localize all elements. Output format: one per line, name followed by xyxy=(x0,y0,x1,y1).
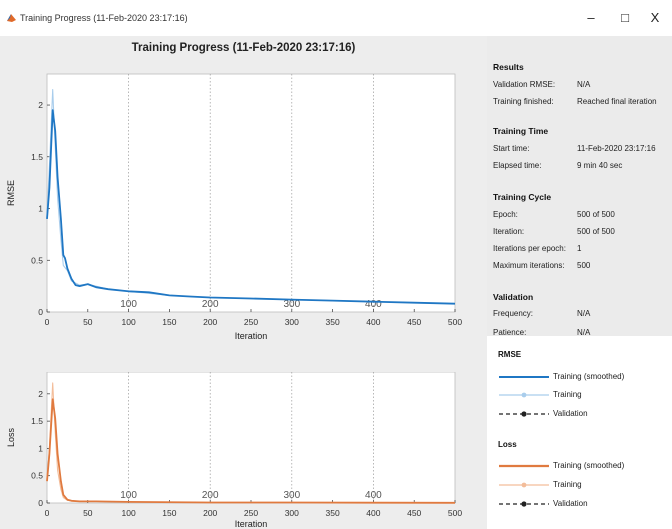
legend-rmse-training-label: Training xyxy=(553,390,582,399)
rmse-xtick-label: 150 xyxy=(162,317,176,327)
matlab-app-icon xyxy=(7,14,16,22)
loss-epoch-label: 200 xyxy=(202,490,219,501)
rmse-xtick-label: 300 xyxy=(285,317,299,327)
loss-epoch-label: 100 xyxy=(120,490,137,501)
loss-ylabel: Loss xyxy=(6,427,16,447)
rmse-axes-frame xyxy=(46,73,456,313)
rmse-ytick-label: 1.5 xyxy=(31,152,43,162)
maximum-iterations-value: 500 xyxy=(577,261,591,270)
loss-epoch-label: 300 xyxy=(283,490,300,501)
rmse-xtick-label: 50 xyxy=(83,317,93,327)
legend-loss-training-label: Training xyxy=(553,480,582,489)
epoch-label: Epoch: xyxy=(493,210,518,219)
loss-xtick-label: 0 xyxy=(45,508,50,518)
close-button[interactable]: X xyxy=(650,10,660,25)
loss-ytick-label: 1.5 xyxy=(31,416,43,426)
training-time-heading: Training Time xyxy=(493,126,549,136)
loss-xtick-label: 250 xyxy=(244,508,258,518)
loss-ytick-label: 1 xyxy=(38,443,43,453)
legend-rmse-validation-label: Validation xyxy=(553,409,588,418)
loss-xtick-label: 200 xyxy=(203,508,217,518)
rmse-ylabel: RMSE xyxy=(6,180,16,206)
legend-loss-training-swatch xyxy=(499,482,549,488)
rmse-xlabel: Iteration xyxy=(235,331,268,341)
rmse-ytick-label: 0 xyxy=(38,307,43,317)
loss-xtick-label: 50 xyxy=(83,508,93,518)
loss-legend-heading: Loss xyxy=(498,440,517,449)
loss-xtick-label: 500 xyxy=(448,508,462,518)
legend-rmse-validation-swatch xyxy=(499,411,549,417)
frequency-value: N/A xyxy=(577,309,591,318)
minimize-button[interactable]: – xyxy=(587,10,595,25)
rmse-ytick-label: 2 xyxy=(38,100,43,110)
training-finished-label: Training finished: xyxy=(493,97,554,106)
start-time-label: Start time: xyxy=(493,144,530,153)
loss-ytick-label: 0.5 xyxy=(31,471,43,481)
window-title: Training Progress (11-Feb-2020 23:17:16) xyxy=(20,13,188,23)
iteration-label: Iteration: xyxy=(493,227,525,236)
epoch-value: 500 of 500 xyxy=(577,210,615,219)
validation-rmse-value: N/A xyxy=(577,80,591,89)
rmse-epoch-label: 100 xyxy=(120,299,137,310)
elapsed-time-value: 9 min 40 sec xyxy=(577,161,623,170)
legend-loss-validation-swatch xyxy=(499,501,549,507)
rmse-xtick-label: 350 xyxy=(326,317,340,327)
start-time-value: 11-Feb-2020 23:17:16 xyxy=(577,144,656,153)
loss-xtick-label: 450 xyxy=(407,508,421,518)
training-cycle-heading: Training Cycle xyxy=(493,192,552,202)
legend-rmse-training-swatch xyxy=(499,392,549,398)
loss-axes-frame xyxy=(46,372,456,504)
rmse-xtick-label: 100 xyxy=(122,317,136,327)
iterations-per-epoch-label: Iterations per epoch: xyxy=(493,244,566,253)
validation-rmse-label: Validation RMSE: xyxy=(493,80,556,89)
rmse-epoch-label: 300 xyxy=(283,299,300,310)
legend-panel: RMSE Training (smoothed) Training Valida… xyxy=(487,336,672,529)
patience-label: Patience: xyxy=(493,328,527,336)
rmse-xtick-label: 450 xyxy=(407,317,421,327)
rmse-epoch-label: 400 xyxy=(365,299,382,310)
rmse-series-smoothed xyxy=(46,109,456,305)
loss-xtick-label: 100 xyxy=(122,508,136,518)
legend-loss-smoothed-label: Training (smoothed) xyxy=(553,461,625,470)
iterations-per-epoch-value: 1 xyxy=(577,244,582,253)
rmse-legend-heading: RMSE xyxy=(498,350,522,359)
patience-value: N/A xyxy=(577,328,591,336)
legend-loss-smoothed-swatch xyxy=(499,464,549,468)
rmse-xtick-label: 500 xyxy=(448,317,462,327)
maximize-button[interactable]: □ xyxy=(621,10,629,25)
rmse-epoch-label: 200 xyxy=(202,299,219,310)
loss-ytick-label: 0 xyxy=(38,498,43,508)
frequency-label: Frequency: xyxy=(493,309,534,318)
loss-xtick-label: 350 xyxy=(326,508,340,518)
training-finished-value: Reached final iteration xyxy=(577,97,657,106)
rmse-xtick-label: 250 xyxy=(244,317,258,327)
legend-loss-validation-label: Validation xyxy=(553,499,588,508)
rmse-xtick-label: 200 xyxy=(203,317,217,327)
window-title-bar: Training Progress (11-Feb-2020 23:17:16)… xyxy=(0,0,672,36)
loss-chart[interactable]: 100 200 300 400 0 50 100 150 200 250 300 350 400 450 5… xyxy=(0,372,487,529)
rmse-ytick-label: 1 xyxy=(38,204,43,214)
loss-xtick-label: 300 xyxy=(285,508,299,518)
rmse-xtick-label: 400 xyxy=(366,317,380,327)
rmse-ytick-label: 0.5 xyxy=(31,255,43,265)
maximum-iterations-label: Maximum iterations: xyxy=(493,261,565,270)
rmse-xtick-label: 0 xyxy=(45,317,50,327)
training-info-panel: Results Validation RMSE: N/A Training fi… xyxy=(487,36,672,336)
elapsed-time-label: Elapsed time: xyxy=(493,161,542,170)
rmse-chart[interactable]: 100 200 300 400 0 50 100 150 200 250 300 350 400 450 5… xyxy=(0,36,487,356)
loss-ytick-label: 2 xyxy=(38,389,43,399)
iteration-value: 500 of 500 xyxy=(577,227,615,236)
loss-series-smoothed xyxy=(46,398,456,504)
legend-rmse-smoothed-label: Training (smoothed) xyxy=(553,372,625,381)
loss-epoch-label: 400 xyxy=(365,490,382,501)
loss-xlabel: Iteration xyxy=(235,519,268,529)
validation-heading: Validation xyxy=(493,292,534,302)
loss-xtick-label: 400 xyxy=(366,508,380,518)
results-heading: Results xyxy=(493,62,524,72)
training-progress-title: Training Progress (11-Feb-2020 23:17:16) xyxy=(131,42,356,54)
legend-rmse-smoothed-swatch xyxy=(499,376,549,378)
loss-xtick-label: 150 xyxy=(162,508,176,518)
